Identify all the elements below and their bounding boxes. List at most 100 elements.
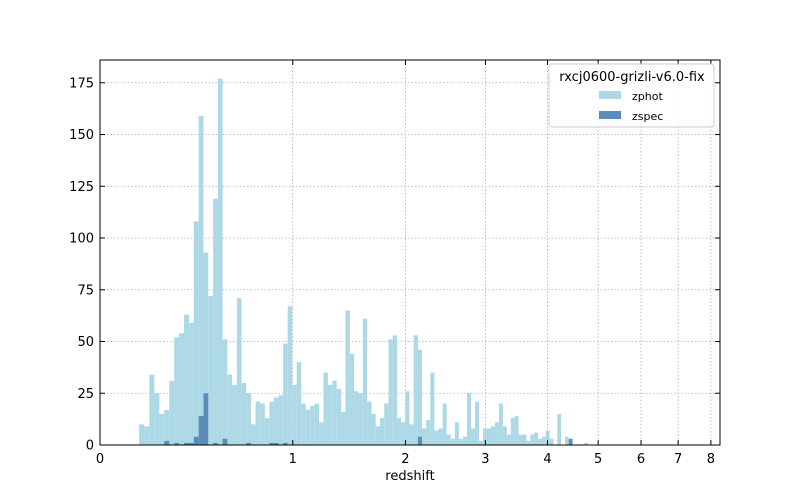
bar-zphot <box>510 418 515 445</box>
x-tick-label: 4 <box>543 452 551 467</box>
bar-zphot <box>421 428 427 445</box>
bar-zphot <box>349 353 355 445</box>
bar-zphot <box>417 349 422 445</box>
bar-zphot <box>179 333 185 445</box>
bar-zphot <box>246 393 251 445</box>
bar-zphot <box>327 384 333 445</box>
bar-zphot <box>380 418 385 445</box>
bar-zphot <box>557 413 562 445</box>
bar-zphot <box>287 306 293 445</box>
y-tick-label: 50 <box>77 335 94 350</box>
bar-zphot <box>564 436 569 445</box>
bar-zphot <box>283 343 288 445</box>
bar-zphot <box>388 339 393 445</box>
bar-zspec <box>568 438 573 445</box>
bar-zphot <box>274 397 279 445</box>
y-tick-label: 75 <box>77 283 94 298</box>
bar-zphot <box>336 389 342 445</box>
bar-zphot <box>184 314 189 445</box>
bar-zphot <box>371 413 376 445</box>
legend-label-zspec: zspec <box>632 110 663 123</box>
bar-zphot <box>144 426 150 445</box>
bar-zphot <box>375 426 381 445</box>
bar-zphot <box>549 438 554 445</box>
legend-label-zphot: zphot <box>632 90 663 103</box>
bar-zphot <box>314 403 320 445</box>
bar-zspec <box>269 442 275 445</box>
bar-zphot <box>466 393 472 445</box>
bar-zspec <box>417 436 422 445</box>
bar-zphot <box>345 310 350 445</box>
bar-zphot <box>583 442 588 445</box>
bar-zphot <box>392 335 397 445</box>
bar-zphot <box>384 403 389 445</box>
bar-zphot <box>269 401 275 445</box>
bar-zphot <box>208 295 214 445</box>
bar-zspec <box>184 442 189 445</box>
series-zphot-bars <box>139 78 588 446</box>
legend: rxcj0600-grizli-v6.0-fix zphot zspec <box>548 63 715 128</box>
y-tick-label: 175 <box>69 76 94 91</box>
bar-zphot <box>462 436 467 445</box>
bar-zphot <box>454 422 459 445</box>
bar-zphot <box>514 416 519 445</box>
bar-zphot <box>538 438 542 445</box>
bar-zphot <box>526 440 531 445</box>
bar-zspec <box>193 436 199 445</box>
bar-zspec <box>198 416 204 445</box>
bar-zphot <box>545 430 550 445</box>
bar-zphot <box>541 436 546 445</box>
bar-zspec <box>203 393 209 445</box>
bar-zphot <box>490 426 495 445</box>
series-zspec-bars <box>164 393 573 445</box>
bar-zphot <box>319 422 324 445</box>
x-tick-label: 5 <box>594 452 602 467</box>
bar-zphot <box>471 428 476 445</box>
bar-zphot <box>494 422 499 445</box>
bar-zphot <box>332 380 337 445</box>
plot-frame <box>99 59 721 446</box>
bar-zphot <box>479 440 484 445</box>
bar-zspec <box>164 440 170 445</box>
bar-zphot <box>354 391 359 445</box>
x-tick-label: 3 <box>481 452 489 467</box>
bar-zphot <box>498 403 503 445</box>
bar-zphot <box>413 335 418 445</box>
bar-zspec <box>174 442 180 445</box>
bar-zspec <box>188 442 194 445</box>
bar-zphot <box>169 380 175 445</box>
bar-zphot <box>222 339 228 445</box>
x-tick-label: 2 <box>401 452 409 467</box>
bar-zphot <box>475 401 480 445</box>
bar-zphot <box>426 420 431 445</box>
y-axis: 0 25 50 75 100 125 150 175 <box>69 76 720 454</box>
x-axis-label: redshift <box>385 469 434 484</box>
bar-zphot <box>149 374 155 445</box>
x-axis: 0 1 2 3 4 5 6 7 8 <box>96 60 715 467</box>
y-tick-label: 100 <box>69 232 94 247</box>
bar-zphot <box>483 428 488 445</box>
bar-zphot <box>232 384 237 445</box>
bar-zphot <box>154 393 160 445</box>
bar-zphot <box>405 391 410 445</box>
bar-zphot <box>264 418 270 445</box>
bar-zspec <box>222 438 228 445</box>
bar-zphot <box>260 403 265 445</box>
x-tick-label: 6 <box>637 452 645 467</box>
bar-zphot <box>446 434 451 445</box>
bar-zphot <box>450 438 455 445</box>
bar-zphot <box>250 424 256 445</box>
bar-zphot <box>278 395 284 445</box>
bar-zphot <box>401 422 406 445</box>
bar-zphot <box>438 428 443 445</box>
bar-zphot <box>236 298 242 445</box>
bar-zphot <box>292 384 297 445</box>
bar-zphot <box>301 403 306 445</box>
y-tick-label: 0 <box>86 439 94 454</box>
bar-zphot <box>458 438 463 445</box>
bar-zspec <box>246 442 251 445</box>
bar-zphot <box>217 78 223 446</box>
bar-zphot <box>358 393 363 445</box>
bar-zphot <box>506 434 511 445</box>
